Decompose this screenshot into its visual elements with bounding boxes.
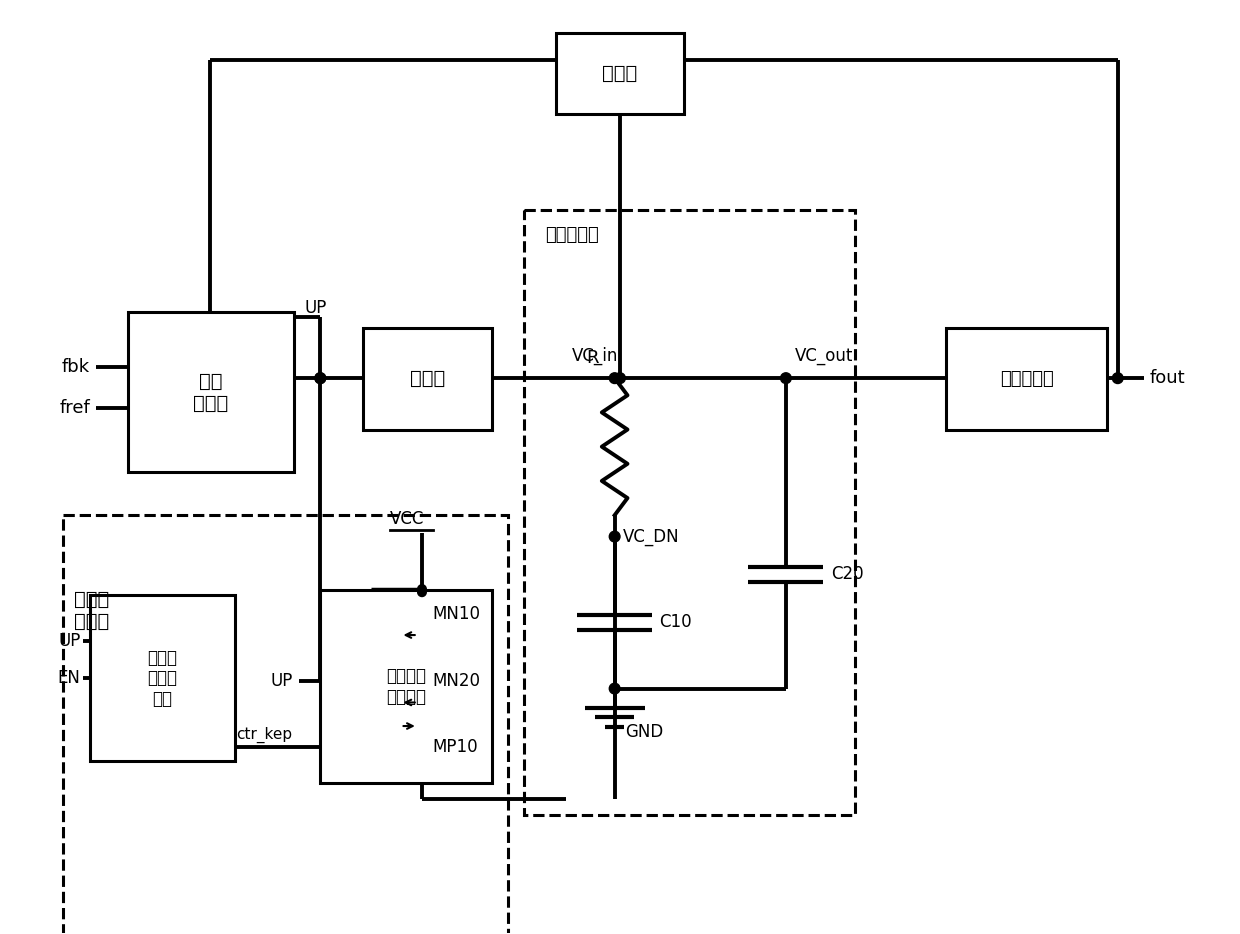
Text: MN10: MN10	[433, 604, 481, 623]
Text: VC_DN: VC_DN	[624, 528, 680, 545]
Text: 电荷泵: 电荷泵	[409, 369, 445, 389]
Bar	[320, 590, 491, 783]
Text: R: R	[587, 349, 599, 367]
Circle shape	[780, 373, 791, 384]
Circle shape	[609, 373, 620, 384]
Text: 压控振荡器: 压控振荡器	[999, 370, 1054, 388]
Text: MN20: MN20	[433, 672, 481, 690]
Bar	[523, 210, 856, 814]
Circle shape	[615, 373, 625, 384]
Bar	[63, 516, 507, 934]
Circle shape	[315, 373, 326, 384]
Circle shape	[1112, 373, 1123, 384]
Text: MP10: MP10	[433, 739, 479, 757]
Text: 分频器: 分频器	[603, 64, 637, 83]
Text: UP: UP	[270, 672, 293, 690]
Circle shape	[418, 585, 427, 593]
Circle shape	[315, 373, 326, 384]
Bar	[556, 34, 684, 114]
Text: fref: fref	[60, 399, 91, 417]
Text: UP: UP	[58, 632, 81, 650]
Text: fbk: fbk	[62, 359, 91, 376]
Text: 电平提
取控制
电路: 电平提 取控制 电路	[148, 648, 177, 708]
Text: ctr_kep: ctr_kep	[237, 727, 293, 743]
Bar	[128, 312, 294, 473]
Text: VCC: VCC	[389, 510, 424, 528]
Text: 鉴频
鉴相器: 鉴频 鉴相器	[193, 372, 228, 413]
Text: 锁相加
速电路: 锁相加 速电路	[74, 590, 109, 631]
Text: VC_in: VC_in	[572, 347, 619, 365]
Circle shape	[609, 683, 620, 694]
Text: EN: EN	[57, 669, 81, 686]
Bar	[363, 328, 491, 430]
Text: 电流注入
开关模块: 电流注入 开关模块	[386, 667, 425, 706]
Text: C10: C10	[660, 614, 692, 631]
Text: GND: GND	[625, 723, 663, 741]
Text: UP: UP	[304, 299, 326, 318]
Circle shape	[609, 531, 620, 542]
Text: 低通滤波器: 低通滤波器	[546, 226, 599, 244]
Bar	[946, 328, 1107, 430]
Circle shape	[418, 587, 427, 597]
Text: VC_out: VC_out	[795, 347, 853, 365]
Text: fout: fout	[1149, 369, 1185, 388]
Text: C20: C20	[831, 565, 863, 583]
Bar	[91, 596, 234, 761]
